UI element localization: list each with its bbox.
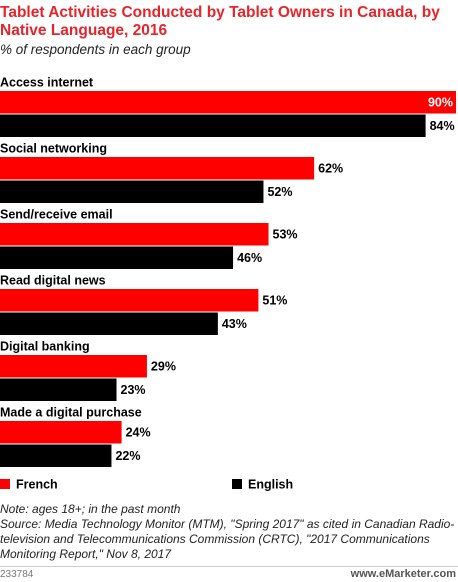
bar	[0, 246, 234, 269]
legend-swatch	[232, 479, 242, 489]
value-label: 46%	[237, 251, 262, 265]
value-label: 23%	[121, 383, 146, 397]
value-label: 62%	[318, 162, 343, 176]
chart-id: 233784	[0, 569, 34, 580]
bar	[0, 114, 426, 137]
value-label: 90%	[428, 96, 453, 110]
value-label: 52%	[267, 185, 292, 199]
legend-swatch	[0, 479, 10, 489]
bar	[0, 355, 147, 378]
bar	[0, 444, 112, 467]
value-label: 43%	[222, 317, 247, 331]
chart: Access internet 90% 84% Social networking 62…	[0, 75, 456, 491]
category-label: Made a digital purchase	[0, 405, 142, 419]
value-label: 22%	[115, 449, 140, 463]
bar	[0, 312, 218, 335]
bar	[0, 289, 259, 312]
value-label: 84%	[430, 119, 455, 133]
note: Note: ages 18+; in the past month	[0, 502, 181, 516]
bar	[0, 223, 269, 246]
category-label: Social networking	[0, 141, 107, 155]
bar	[0, 378, 117, 401]
value-label: 24%	[126, 426, 151, 440]
source: Source: Media Technology Monitor (MTM), …	[0, 517, 455, 561]
chart-title: Tablet Activities Conducted by Tablet Ow…	[0, 4, 440, 39]
footer-rule	[0, 566, 458, 567]
bar	[0, 157, 315, 180]
value-label: 29%	[151, 360, 176, 374]
category-label: Digital banking	[0, 339, 90, 353]
bar	[0, 421, 122, 444]
bar	[0, 91, 456, 114]
legend-label: French	[16, 477, 58, 491]
category-label: Send/receive email	[0, 207, 113, 221]
chart-subtitle: % of respondents in each group	[0, 42, 191, 57]
category-label: Read digital news	[0, 273, 106, 287]
credit: www.eMarketer.com	[350, 568, 456, 580]
value-label: 53%	[273, 228, 298, 242]
legend-label: English	[248, 477, 293, 491]
category-label: Access internet	[0, 75, 94, 89]
bar	[0, 180, 264, 203]
value-label: 51%	[262, 294, 287, 308]
